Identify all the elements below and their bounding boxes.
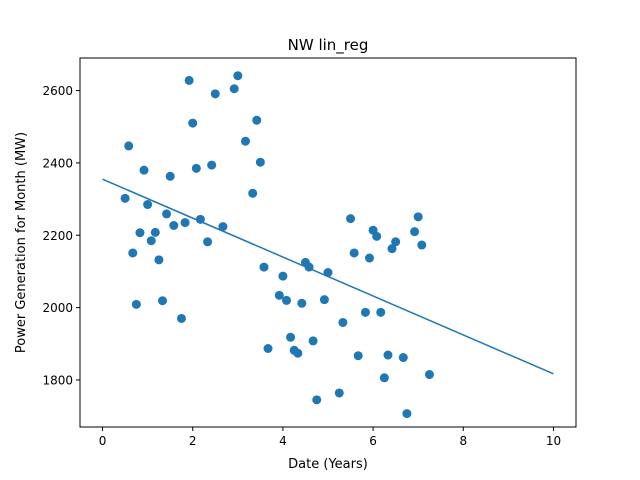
data-point: [308, 336, 318, 346]
data-point: [184, 75, 194, 85]
data-point: [334, 388, 344, 398]
data-point: [387, 244, 397, 254]
data-point: [293, 348, 303, 358]
data-point: [162, 209, 172, 219]
data-point: [424, 370, 434, 380]
data-point: [413, 212, 423, 222]
y-tick-label: 2000: [42, 301, 73, 315]
data-point: [379, 373, 389, 383]
x-tick-label: 10: [546, 434, 561, 448]
data-point: [364, 253, 374, 263]
data-point: [255, 157, 265, 167]
data-point: [150, 227, 160, 237]
data-point: [410, 227, 420, 237]
data-point: [128, 248, 138, 258]
data-point: [319, 295, 329, 305]
data-point: [233, 71, 243, 81]
data-point: [338, 317, 348, 327]
data-point: [402, 409, 412, 419]
data-point: [383, 350, 393, 360]
data-point: [180, 218, 190, 228]
y-axis-label: Power Generation for Month (MW): [14, 132, 29, 353]
data-point: [274, 290, 284, 300]
data-point: [143, 200, 153, 210]
data-point: [229, 84, 239, 94]
data-point: [398, 353, 408, 363]
data-point: [248, 188, 258, 198]
data-point: [154, 255, 164, 265]
plot-area: [102, 71, 554, 419]
data-point: [158, 296, 168, 306]
data-point: [360, 307, 370, 317]
y-tick-label: 2400: [42, 156, 73, 170]
data-point: [353, 351, 363, 361]
data-point: [218, 222, 228, 232]
data-point: [135, 228, 145, 238]
data-point: [188, 118, 198, 128]
y-axis: 1800 2000 2200 2400 2600: [42, 84, 80, 387]
data-point: [207, 160, 217, 170]
y-tick-label: 2600: [42, 84, 73, 98]
data-point: [417, 240, 427, 250]
x-tick-label: 0: [99, 434, 107, 448]
x-tick-label: 6: [369, 434, 377, 448]
data-point: [146, 236, 156, 246]
data-point: [176, 313, 186, 323]
data-point: [312, 395, 322, 405]
data-point: [131, 299, 141, 309]
data-point: [120, 193, 130, 203]
data-point: [391, 237, 401, 247]
y-tick-label: 2200: [42, 229, 73, 243]
data-point: [139, 165, 149, 175]
data-point: [165, 171, 175, 181]
data-point: [349, 248, 359, 258]
data-point: [240, 136, 250, 146]
data-point: [252, 115, 262, 125]
data-point: [124, 141, 134, 151]
data-point: [210, 89, 220, 99]
data-point: [203, 237, 213, 247]
data-point: [263, 343, 273, 353]
data-point: [278, 271, 288, 281]
chart-title: NW lin_reg: [288, 36, 369, 55]
data-point: [191, 163, 201, 173]
data-point: [286, 332, 296, 342]
x-axis: 0 2 4 6 8 10: [99, 427, 561, 448]
data-point: [169, 220, 179, 230]
x-tick-label: 8: [459, 434, 467, 448]
x-tick-label: 4: [279, 434, 287, 448]
x-axis-label: Date (Years): [288, 457, 368, 472]
data-point: [282, 295, 292, 305]
data-point: [372, 231, 382, 241]
data-point: [297, 298, 307, 308]
y-tick-label: 1800: [42, 373, 73, 387]
x-tick-label: 2: [189, 434, 197, 448]
data-point: [346, 214, 356, 224]
data-point: [259, 262, 269, 272]
axes-frame: [79, 57, 577, 428]
regression-line: [102, 178, 554, 375]
data-point: [376, 307, 386, 317]
